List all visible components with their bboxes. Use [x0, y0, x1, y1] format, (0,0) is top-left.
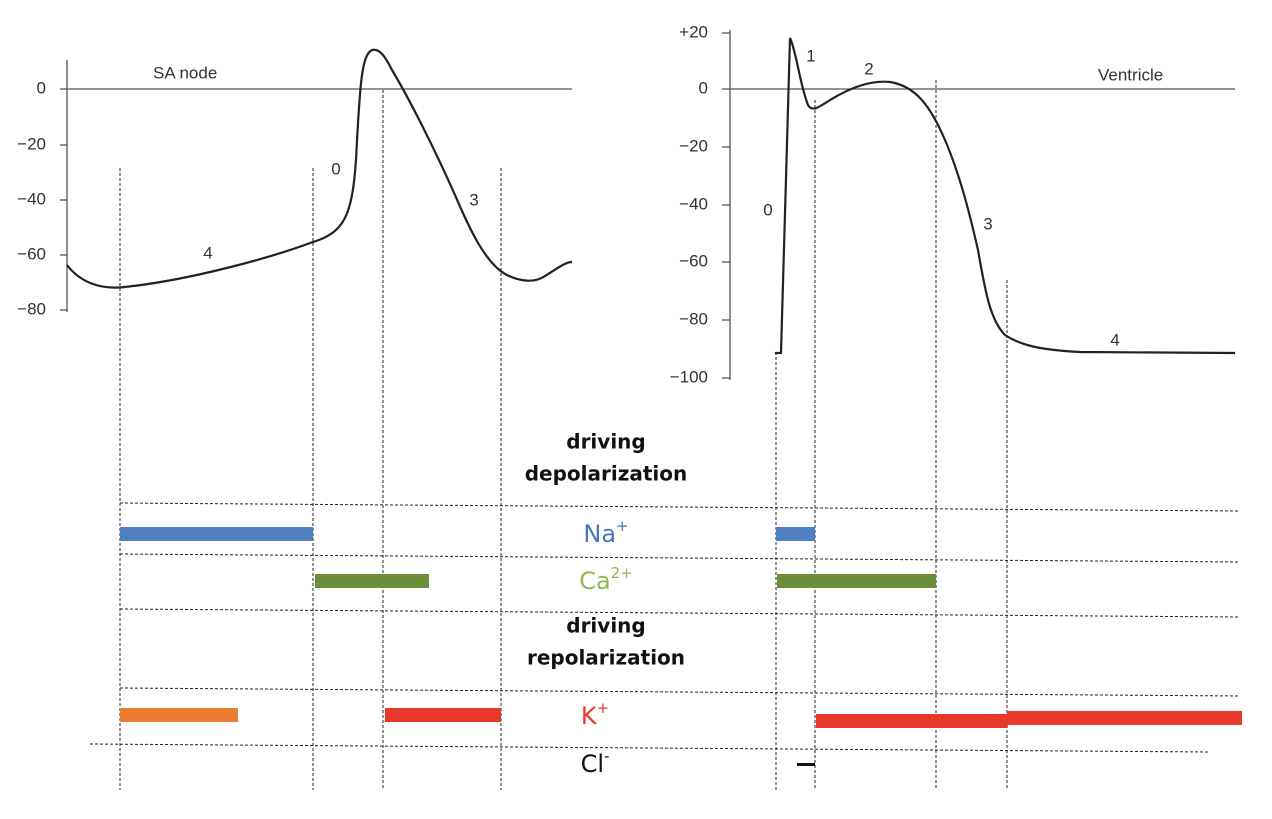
phase-label: 0	[763, 200, 772, 219]
ventricle-chart: +20 0 −20 −40 −60 −80 −100 Ventricle 0 1…	[670, 22, 1236, 386]
row-guides	[89, 502, 1241, 753]
ion-symbol: Ca	[579, 567, 610, 595]
phase-label: 3	[469, 190, 478, 209]
action-potential	[775, 37, 1236, 355]
phase-label: 4	[1110, 330, 1119, 349]
y-tick-label: −60	[17, 244, 46, 263]
phase-label: 1	[806, 46, 815, 65]
action-potential	[66, 48, 573, 289]
row-line	[89, 743, 1211, 753]
ion-label: Cl-	[581, 747, 610, 779]
ion-label: Ca2+	[579, 564, 633, 596]
chart-title: SA node	[153, 63, 217, 82]
row-line	[119, 502, 1241, 512]
phase-label: 4	[203, 243, 212, 262]
row-line	[119, 608, 1241, 618]
phase-label: 0	[331, 159, 340, 178]
y-tick-label: 0	[699, 78, 708, 97]
y-tick-label: −100	[670, 367, 708, 386]
y-tick-label: −80	[679, 309, 708, 328]
ion-charge: +	[597, 699, 610, 717]
y-tick-label: −40	[679, 194, 708, 213]
ion-label: K+	[581, 699, 609, 731]
cl-bar	[797, 763, 815, 766]
ion-symbol: Cl	[581, 750, 604, 778]
ticks	[60, 88, 67, 311]
k-bar	[816, 714, 1007, 728]
na-bar	[776, 527, 815, 541]
chart-title: Ventricle	[1098, 65, 1163, 84]
section-heading: driving	[566, 614, 645, 638]
current-labels: driving depolarization Na+ Ca2+ driving …	[525, 430, 688, 779]
y-tick-label: −60	[679, 251, 708, 270]
y-tick-label: +20	[679, 22, 708, 41]
phase-guides	[119, 80, 1008, 790]
y-tick-label: −80	[17, 299, 46, 318]
section-heading: depolarization	[525, 462, 688, 486]
k-bar	[1007, 711, 1242, 725]
y-tick-label: −20	[679, 136, 708, 155]
y-tick-label: −40	[17, 189, 46, 208]
ticks	[722, 32, 730, 379]
ion-symbol: Na	[583, 520, 616, 548]
k-bar	[385, 708, 501, 722]
sa-node-chart: 0 −20 −40 −60 −80 SA node 0 3 4	[17, 48, 573, 318]
current-bars	[120, 527, 1242, 766]
ca-bar	[777, 574, 936, 588]
na-bar	[120, 527, 313, 541]
ion-label: Na+	[583, 517, 628, 549]
ion-symbol: K	[581, 702, 598, 730]
k-bar	[120, 708, 238, 722]
ca-bar	[315, 574, 429, 588]
row-line	[119, 687, 1241, 697]
row-line	[119, 553, 1241, 563]
phase-label: 3	[983, 214, 992, 233]
ion-charge: +	[616, 517, 629, 535]
section-heading: driving	[566, 430, 645, 454]
y-tick-label: 0	[37, 78, 46, 97]
ion-charge: -	[604, 747, 609, 765]
y-tick-label: −20	[17, 134, 46, 153]
section-heading: repolarization	[527, 646, 685, 670]
ion-charge: 2+	[611, 564, 633, 582]
phase-label: 2	[864, 59, 873, 78]
